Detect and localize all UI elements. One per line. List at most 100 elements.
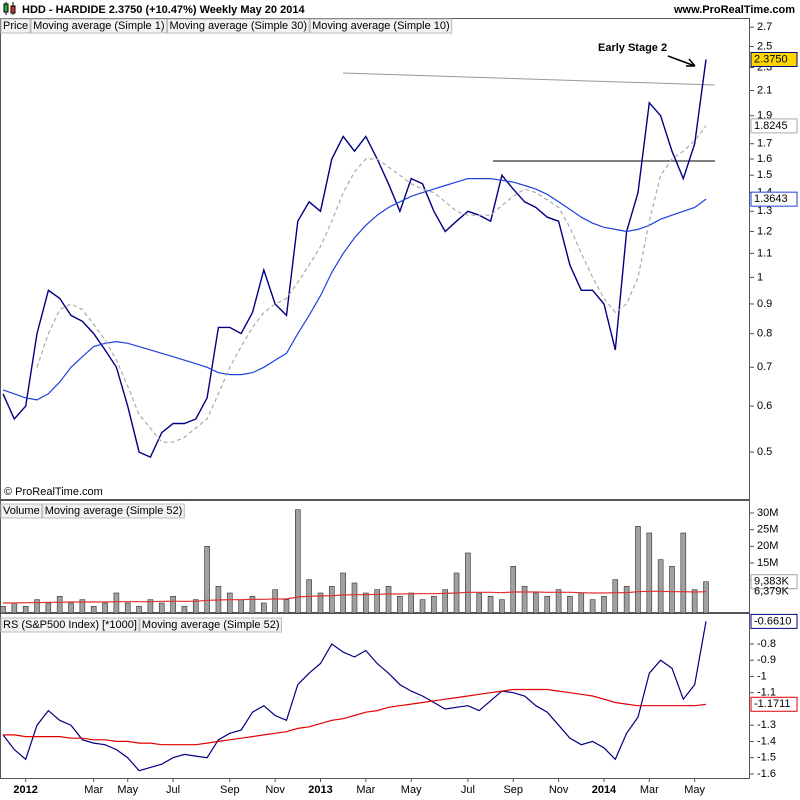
source: www.ProRealTime.com <box>673 4 795 16</box>
volume-bar <box>657 559 664 614</box>
legend-label: Moving average (Simple 1) <box>33 20 164 32</box>
y-tick-label: -1.4 <box>757 735 776 747</box>
series-line <box>2 178 707 401</box>
volume-bar <box>669 566 675 614</box>
x-tick-label: 2013 <box>308 784 332 796</box>
y-tick-label: 2.7 <box>757 21 772 33</box>
volume-bar <box>147 599 154 614</box>
y-tick-label: 30M <box>757 507 778 519</box>
last-value-box <box>750 574 798 590</box>
volume-bar <box>238 599 244 614</box>
legend-label: RS (S&P500 Index) [*1000] <box>3 619 137 631</box>
legend-label: Moving average (Simple 30) <box>170 20 308 32</box>
last-value-box <box>750 51 798 67</box>
legend-label: Moving average (Simple 52) <box>45 505 183 517</box>
volume-bar <box>646 532 653 614</box>
volume-bar <box>363 592 369 614</box>
x-tick-label: Mar <box>84 784 103 796</box>
y-tick-label: 20M <box>757 540 778 552</box>
volume-bar <box>192 599 199 614</box>
volume-bar <box>260 602 267 614</box>
last-value-label: 9,383K <box>754 576 790 588</box>
x-tick-label: Mar <box>356 784 375 796</box>
x-tick-label: 2014 <box>592 784 617 796</box>
trend-line <box>342 72 716 86</box>
y-tick-label: -1 <box>757 670 767 682</box>
volume-bar <box>56 596 63 614</box>
legend-box <box>309 18 453 34</box>
annotation-arrow <box>667 55 696 67</box>
legend-label: Moving average (Simple 10) <box>312 20 450 32</box>
volume-bar <box>204 546 210 614</box>
volume-bar <box>635 526 641 614</box>
x-tick-label: May <box>117 784 138 796</box>
volume-bar <box>283 599 290 614</box>
last-value-label: -0.6610 <box>754 615 791 627</box>
y-tick-label: 1.6 <box>757 153 772 165</box>
x-tick-label: Jul <box>461 784 475 796</box>
volume-bar <box>499 599 505 614</box>
series-line <box>3 688 707 746</box>
volume-bar <box>170 596 176 614</box>
y-tick-label: 0.6 <box>757 400 772 412</box>
volume-bar <box>11 602 18 614</box>
volume-bar <box>90 606 97 614</box>
volume-bar <box>555 589 562 614</box>
y-tick-label: -0.9 <box>757 654 776 666</box>
volume-bar <box>68 602 74 614</box>
y-tick-label: 25M <box>757 524 778 536</box>
last-value-label: 1.8245 <box>754 120 788 132</box>
logo <box>3 2 16 15</box>
x-tick-label: Jul <box>166 784 180 796</box>
volume-bar <box>113 592 120 614</box>
volume-bar <box>124 602 131 614</box>
legend-box <box>42 503 185 519</box>
last-value-box <box>750 191 798 207</box>
legend-box <box>0 18 31 34</box>
volume-bar <box>22 606 29 614</box>
legend-label: Price <box>3 20 28 32</box>
x-tick-label: Sep <box>503 784 523 796</box>
y-tick-label: 0.9 <box>757 298 772 310</box>
y-tick-label: -1.1 <box>757 687 776 699</box>
x-tick-label: Nov <box>549 784 569 796</box>
y-tick-label: 1 <box>757 271 763 283</box>
series-line <box>2 59 707 459</box>
volume-bar <box>431 596 437 614</box>
volume-bar <box>226 592 233 614</box>
legend-label: Volume <box>3 505 40 517</box>
volume-bar <box>249 596 256 614</box>
volume-bar <box>385 586 392 614</box>
y-tick-label: -0.8 <box>757 638 776 650</box>
volume-bar <box>703 581 709 614</box>
last-value-label: -1.1711 <box>754 698 791 710</box>
x-tick-label: Mar <box>640 784 659 796</box>
volume-bar <box>272 589 278 614</box>
last-value-box <box>750 118 798 134</box>
volume-bar <box>181 606 188 614</box>
x-tick-label: Nov <box>265 784 285 796</box>
legend-box <box>0 617 140 633</box>
last-value-label: 6,379K <box>754 586 790 598</box>
y-tick-label: 0.5 <box>757 446 772 458</box>
volume-bar <box>442 589 449 614</box>
volume-bar <box>136 606 142 614</box>
volume-bar <box>317 592 324 614</box>
volume-bar <box>533 592 539 614</box>
last-value-box <box>750 696 798 712</box>
rs-panel <box>0 613 750 779</box>
volume-bar <box>510 566 517 614</box>
legend-box <box>167 18 310 34</box>
y-tick-label: 1.1 <box>757 247 772 259</box>
legend-label: Moving average (Simple 52) <box>142 619 280 631</box>
volume-bar <box>45 602 52 614</box>
x-tick-label: May <box>684 784 705 796</box>
y-tick-label: 1.5 <box>757 169 772 181</box>
volume-bar <box>351 582 358 614</box>
volume-bar <box>601 596 607 614</box>
volume-bar <box>465 552 471 614</box>
volume-bar <box>374 589 380 614</box>
volume-bar <box>408 592 414 614</box>
series-line <box>36 125 707 443</box>
